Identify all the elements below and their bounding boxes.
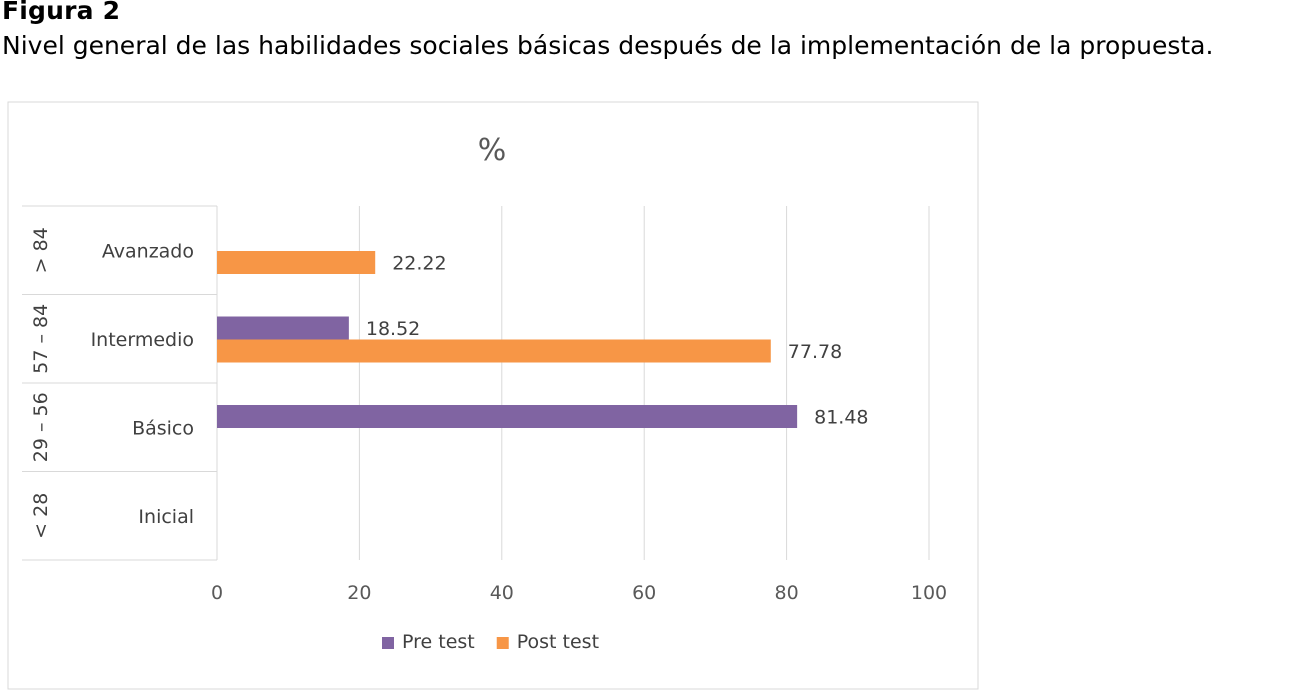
category-label-inicial: Inicial	[138, 506, 194, 528]
x-tick-label-60: 60	[632, 582, 656, 604]
bar-pre-test-básico	[217, 405, 798, 428]
data-label-pre-test-intermedio: 18.52	[366, 318, 420, 340]
bar-post-test-avanzado	[217, 251, 376, 274]
legend-swatch-pre-test	[382, 637, 394, 649]
bar-pre-test-intermedio	[217, 316, 349, 340]
category-label-básico: Básico	[132, 417, 194, 439]
x-tick-label-0: 0	[211, 582, 223, 604]
x-tick-label-100: 100	[911, 582, 947, 604]
category-label-intermedio: Intermedio	[91, 329, 194, 351]
category-range-intermedio: 57 – 84	[30, 304, 52, 374]
data-label-post-test-intermedio: 77.78	[788, 341, 842, 363]
legend-label-pre-test: Pre test	[402, 631, 475, 653]
data-label-post-test-avanzado: 22.22	[392, 253, 446, 275]
chart-frame	[7, 101, 979, 690]
data-label-pre-test-básico: 81.48	[814, 407, 868, 429]
figure-label: Figura 2	[2, 0, 121, 25]
x-tick-label-20: 20	[347, 582, 371, 604]
legend-swatch-post-test	[496, 637, 509, 649]
chart-title: %	[478, 133, 507, 168]
category-range-avanzado: > 84	[30, 227, 52, 273]
x-tick-label-80: 80	[775, 582, 799, 604]
category-range-inicial: < 28	[30, 493, 52, 539]
bar-post-test-intermedio	[217, 339, 771, 363]
figure-caption: Nivel general de las habilidades sociale…	[2, 31, 1214, 60]
category-range-básico: 29 – 56	[30, 392, 52, 462]
x-tick-label-40: 40	[490, 582, 514, 604]
legend-label-post-test: Post test	[517, 631, 599, 653]
category-label-avanzado: Avanzado	[102, 240, 194, 262]
